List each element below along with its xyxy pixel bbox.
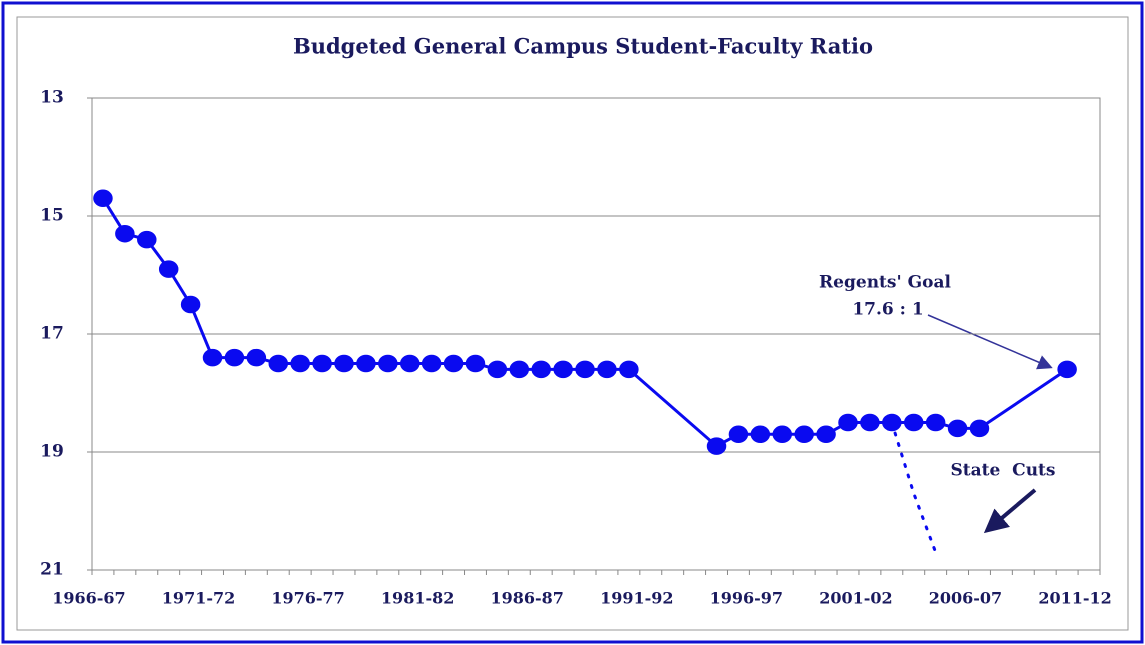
marker (334, 354, 354, 373)
marker (290, 354, 310, 373)
y-tick-label: 15 (40, 206, 64, 226)
marker (443, 354, 464, 373)
annotation-arrow (927, 314, 1053, 370)
marker (882, 413, 902, 432)
x-tick-label: 1991-92 (600, 589, 673, 608)
marker (947, 419, 968, 438)
marker (268, 354, 289, 373)
y-tick-label: 13 (40, 88, 64, 108)
x-tick-label: 1971-72 (162, 589, 235, 608)
y-tick-label: 19 (40, 442, 64, 462)
x-tick-label: 1966-67 (52, 589, 125, 608)
marker (378, 354, 398, 373)
y-tick-label: 21 (40, 560, 64, 580)
marker (706, 437, 727, 455)
marker (728, 425, 749, 444)
marker (137, 230, 157, 249)
marker (465, 354, 486, 373)
x-tick-label: 2001-02 (819, 589, 892, 608)
marker (246, 348, 267, 367)
marker (421, 354, 442, 373)
marker (597, 360, 617, 379)
x-tick-label: 1996-97 (710, 589, 783, 608)
x-tick-label: 2006-07 (929, 589, 1002, 608)
marker (794, 425, 814, 444)
annotation-arrow (983, 488, 1037, 534)
marker (816, 425, 836, 444)
marker (553, 360, 573, 379)
x-tick-label: 2011-12 (1038, 589, 1111, 608)
annotation: Regents' Goal (819, 273, 951, 293)
marker (903, 413, 924, 432)
marker (1057, 360, 1077, 379)
marker (202, 348, 223, 367)
marker (860, 413, 880, 432)
marker (312, 354, 332, 373)
chart-area (16, 16, 1129, 631)
marker (531, 360, 551, 379)
marker (93, 189, 113, 208)
marker (356, 354, 376, 373)
annotation: 17.6 : 1 (852, 300, 923, 320)
marker (180, 295, 201, 314)
x-tick-label: 1981-82 (381, 589, 454, 608)
y-tick-label: 17 (40, 324, 64, 344)
marker (969, 419, 990, 438)
marker (224, 348, 245, 367)
chart-title: Budgeted General Campus Student-Faculty … (293, 34, 873, 59)
marker (925, 413, 946, 432)
marker (509, 360, 530, 379)
marker (772, 425, 793, 444)
marker (158, 260, 179, 278)
series-line (890, 421, 938, 554)
marker (750, 425, 771, 444)
marker (619, 360, 639, 379)
annotation: State Cuts (951, 461, 1056, 481)
marker (487, 360, 508, 379)
x-tick-label: 1976-77 (271, 589, 344, 608)
marker (399, 354, 420, 373)
marker (575, 360, 595, 379)
marker (115, 224, 135, 243)
x-tick-label: 1986-87 (490, 589, 563, 608)
marker (838, 413, 858, 432)
